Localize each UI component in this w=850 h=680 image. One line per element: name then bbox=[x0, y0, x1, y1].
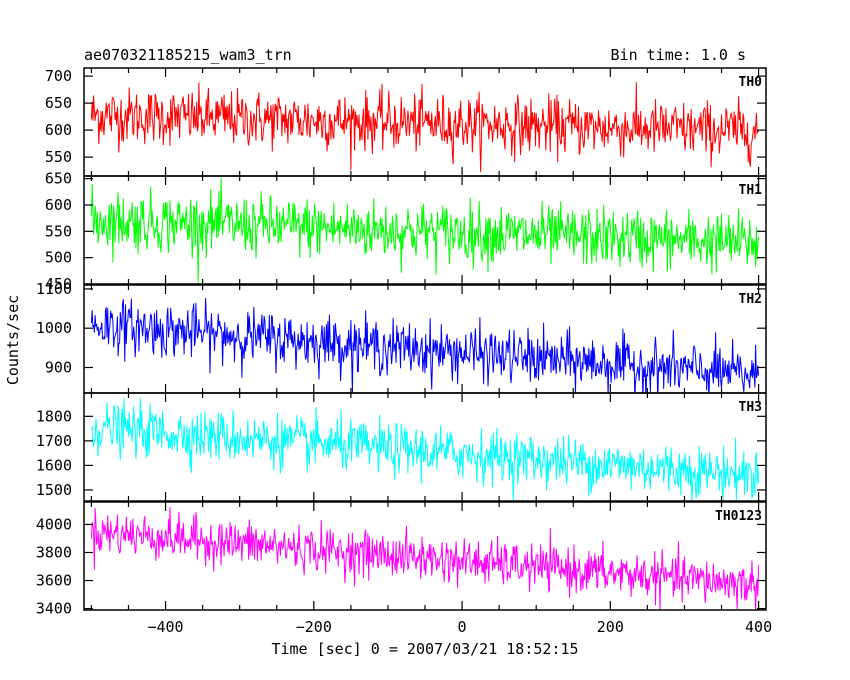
series-line-th0 bbox=[90, 82, 760, 173]
y-tick-label: 3400 bbox=[36, 600, 72, 618]
x-tick-label: −200 bbox=[296, 618, 332, 636]
y-tick-label: 450 bbox=[45, 275, 72, 293]
panel-th3: 1500 1600 1700 1800 TH3 bbox=[36, 392, 767, 502]
y-tick-label: 550 bbox=[45, 148, 72, 166]
y-tick-label: 550 bbox=[45, 222, 72, 240]
y-tick-label: 1700 bbox=[36, 432, 72, 450]
y-tick-label: 3800 bbox=[36, 543, 72, 561]
y-tick-label: 1100 bbox=[36, 280, 72, 298]
chart-title-right: Bin time: 1.0 s bbox=[611, 46, 746, 64]
panel-label-th0123: TH0123 bbox=[715, 509, 762, 524]
panel-label-th0: TH0 bbox=[739, 75, 763, 90]
panel-label-th1: TH1 bbox=[739, 183, 763, 198]
y-tick-label: 1800 bbox=[36, 407, 72, 425]
y-tick-label: 500 bbox=[45, 249, 72, 267]
y-tick-label: 900 bbox=[45, 358, 72, 376]
series-line-th1 bbox=[90, 177, 760, 283]
panel-label-th2: TH2 bbox=[739, 292, 762, 307]
y-tick-label: 650 bbox=[45, 170, 72, 188]
x-tick-label: −400 bbox=[147, 618, 183, 636]
series-line-th2 bbox=[90, 297, 760, 393]
y-axis-label: Counts/sec bbox=[4, 295, 22, 385]
y-tick-label: 1600 bbox=[36, 456, 72, 474]
panel-th0: 550 600 650 700 TH0 bbox=[45, 67, 767, 177]
y-tick-label: 700 bbox=[45, 67, 72, 85]
panel-th2: 900 1000 1100 TH2 bbox=[36, 280, 767, 394]
panels-group: 550 600 650 700 TH0 450 500 550 600 650 TH1 900 1000… bbox=[36, 67, 772, 636]
panel-th1: 450 500 550 600 650 TH1 bbox=[45, 170, 767, 293]
y-tick-label: 600 bbox=[45, 121, 72, 139]
series-line-th3 bbox=[90, 397, 760, 501]
y-tick-label: 4000 bbox=[36, 515, 72, 533]
y-tick-label: 3600 bbox=[36, 572, 72, 590]
y-tick-label: 1000 bbox=[36, 319, 72, 337]
y-tick-label: 650 bbox=[45, 94, 72, 112]
x-tick-label: 400 bbox=[745, 618, 772, 636]
y-tick-label: 600 bbox=[45, 196, 72, 214]
panel-frame bbox=[83, 501, 767, 611]
x-axis-label: Time [sec] 0 = 2007/03/21 18:52:15 bbox=[271, 640, 578, 658]
series-line-th0123 bbox=[90, 506, 760, 610]
chart-title-left: ae070321185215_wam3_trn bbox=[84, 46, 292, 64]
x-tick-label: 0 bbox=[458, 618, 467, 636]
panel-th0123: 3400 3600 3800 4000 TH0123 bbox=[36, 501, 767, 618]
panel-label-th3: TH3 bbox=[739, 400, 762, 415]
x-tick-label: 200 bbox=[597, 618, 624, 636]
y-tick-label: 1500 bbox=[36, 481, 72, 499]
